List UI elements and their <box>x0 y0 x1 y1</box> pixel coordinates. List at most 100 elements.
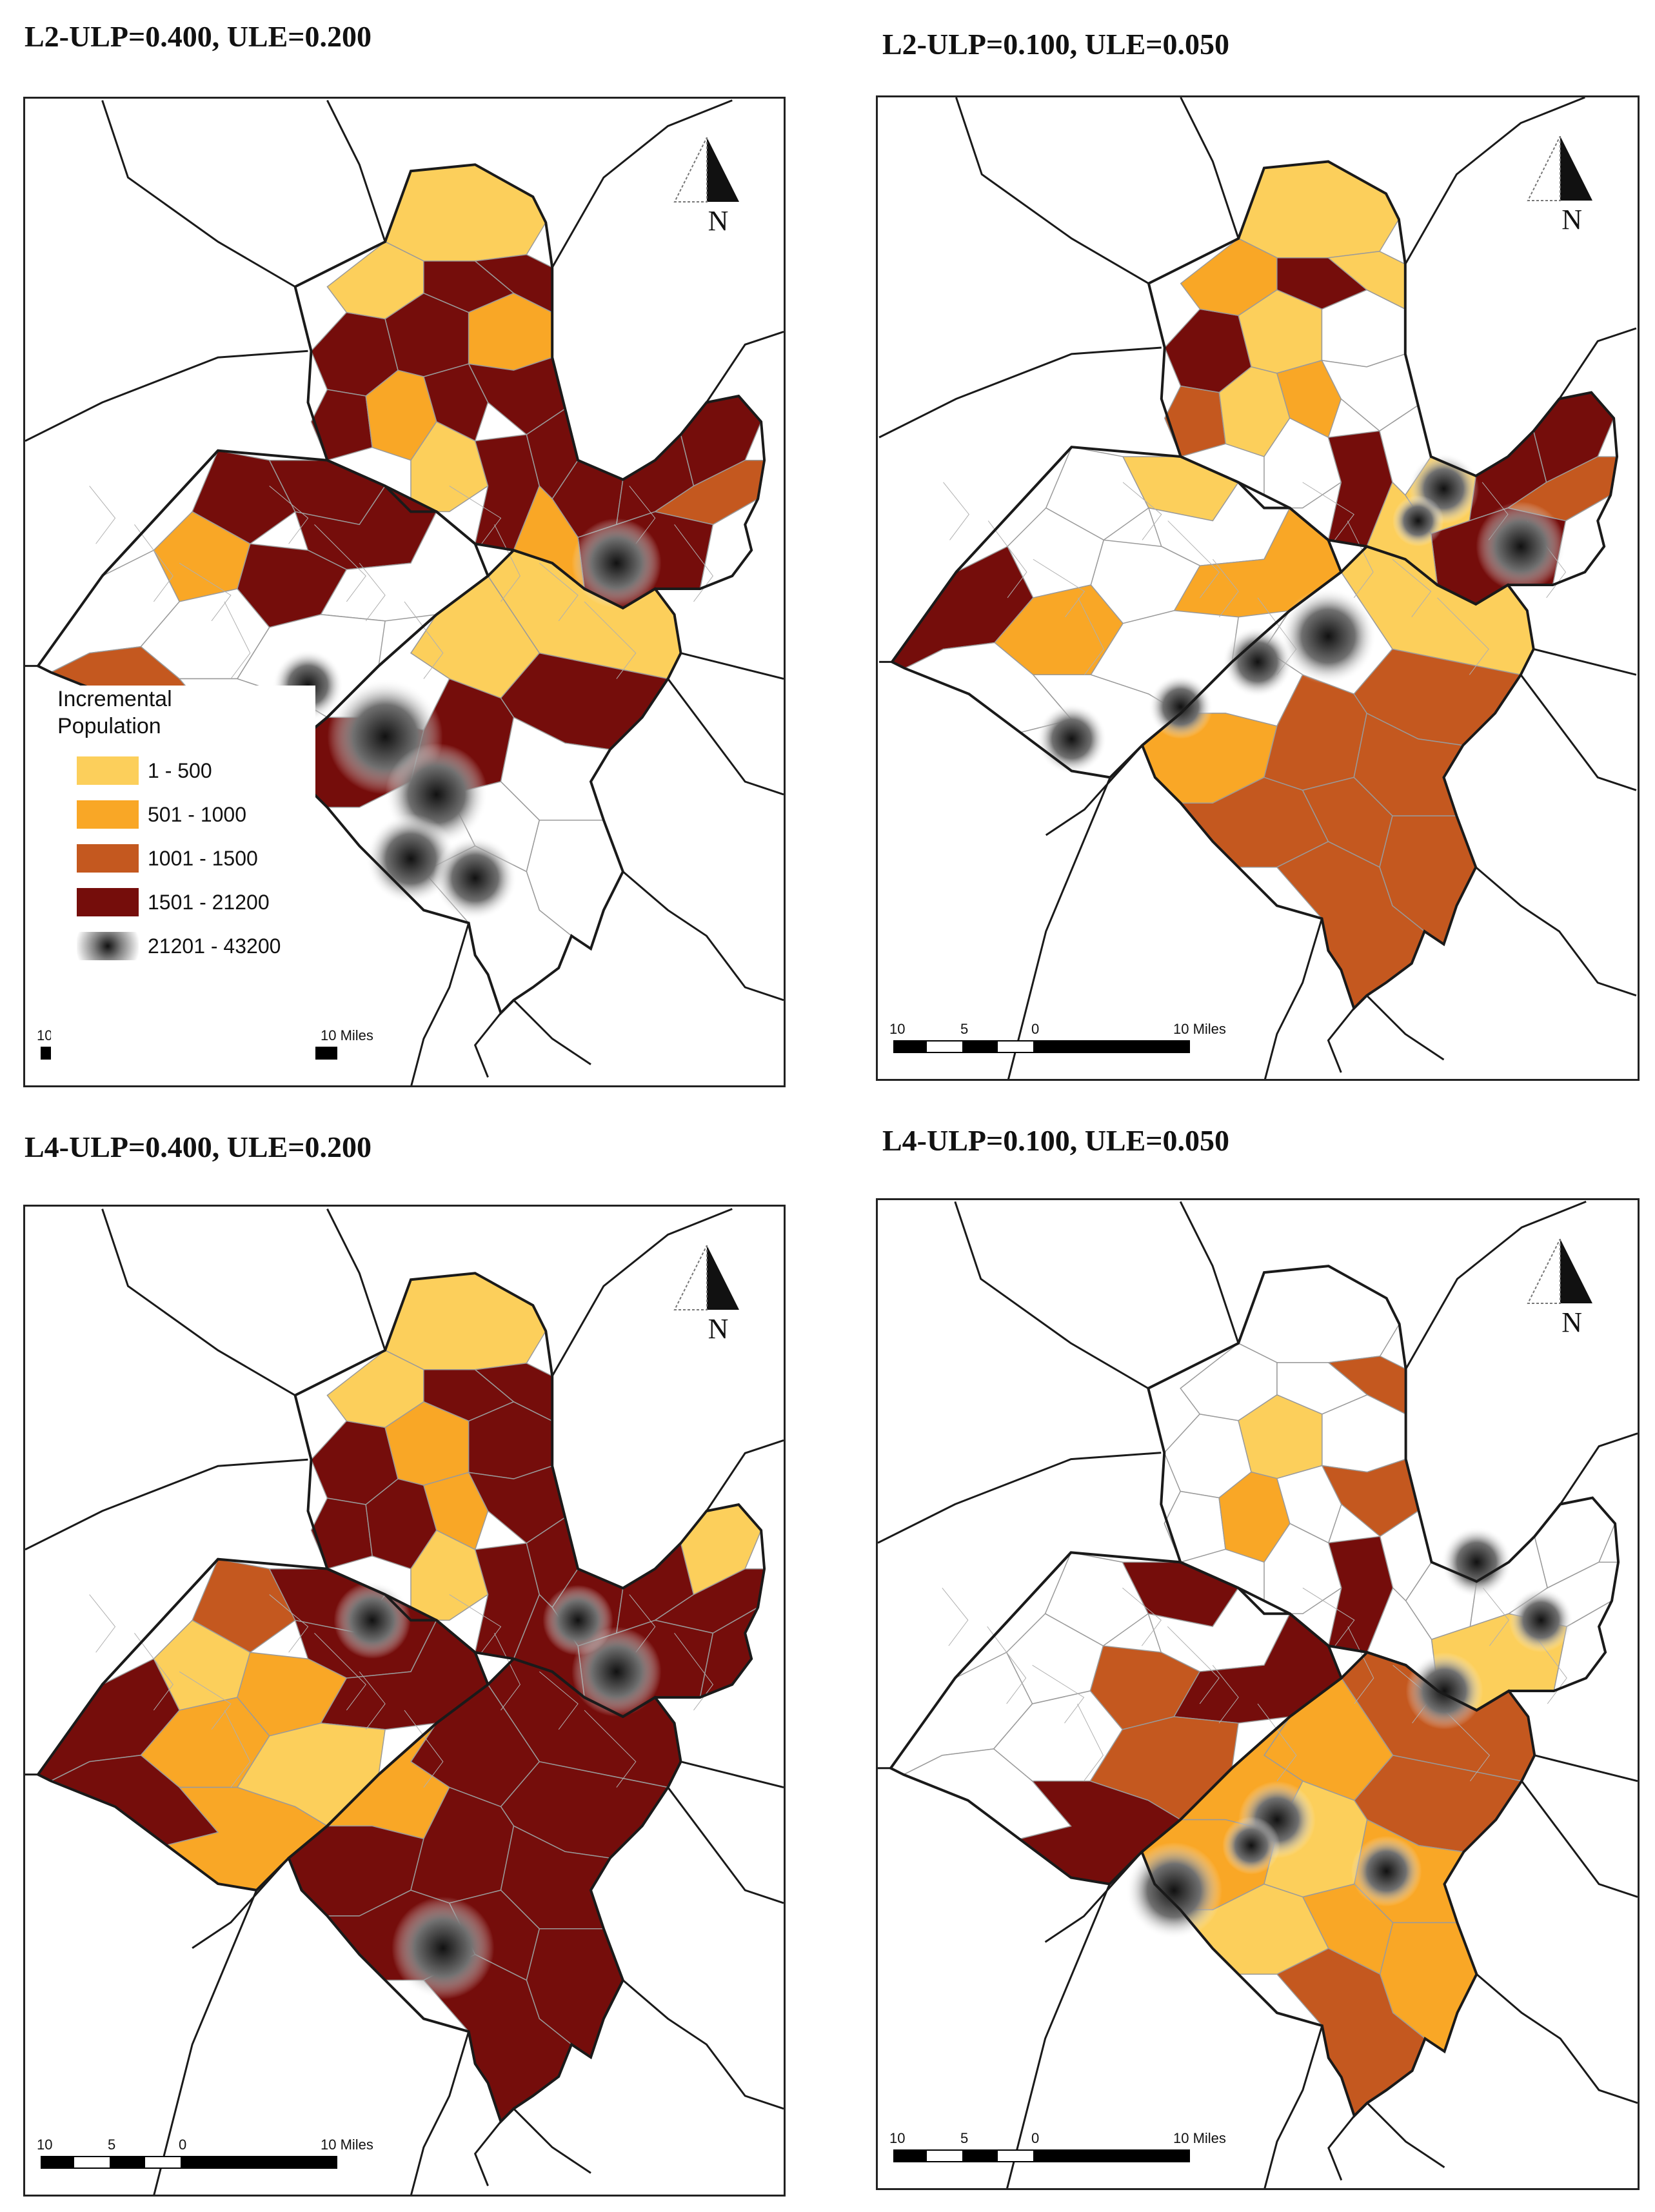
tract-n_i <box>422 1472 489 1550</box>
tract-line <box>1392 558 1432 618</box>
county-line <box>667 1786 784 1904</box>
tract-line <box>494 524 520 602</box>
county-line <box>551 1208 733 1377</box>
tract-line <box>134 524 173 602</box>
legend-title: Incremental Population <box>57 687 172 738</box>
south-county-boundary <box>287 548 682 1016</box>
county-line <box>1404 97 1585 265</box>
county-line <box>473 1012 502 1078</box>
county-line <box>680 652 784 680</box>
tract-line <box>1302 482 1354 540</box>
north-arrow-icon <box>673 1245 739 1310</box>
scale-tick-label: 10 Miles <box>1173 1021 1226 1037</box>
tract-line <box>494 1633 520 1711</box>
north-county-boundary <box>293 1272 766 1719</box>
scale-segment <box>962 2151 998 2161</box>
county-line <box>1264 2025 1323 2188</box>
scale-segment <box>181 2157 336 2168</box>
tract-line <box>1122 1587 1162 1646</box>
tract-line <box>1078 597 1104 675</box>
legend-label: 1 - 500 <box>148 759 212 782</box>
hotspot-blob <box>1148 675 1213 739</box>
panel-title-1: L2-ULP=0.400, ULE=0.200 <box>25 20 372 53</box>
county-line <box>622 1979 784 2110</box>
tract-line <box>1347 520 1374 598</box>
hotspot-blob <box>571 518 662 608</box>
county-line <box>1327 2115 1355 2181</box>
legend-label: 21201 - 43200 <box>148 934 281 958</box>
tract-n_e <box>1276 1362 1369 1415</box>
tract-line <box>224 1710 251 1788</box>
county-divider <box>955 446 1073 573</box>
legend-label: 501 - 1000 <box>148 803 247 826</box>
county-line <box>410 2031 470 2195</box>
tract-line <box>269 1594 309 1653</box>
county-line <box>667 678 784 796</box>
tract-line <box>539 562 579 622</box>
county-line <box>326 99 386 242</box>
tract-line <box>1437 597 1489 675</box>
county-line <box>551 99 733 268</box>
legend-item: 1501 - 21200 <box>77 888 322 920</box>
tract-line <box>359 562 386 622</box>
tract-line <box>942 1587 969 1646</box>
tract-line <box>1302 1587 1355 1646</box>
county-line <box>153 1890 258 2195</box>
tract-n_i <box>422 363 489 442</box>
county-line <box>878 1452 1162 1544</box>
hotspot-blob <box>366 813 456 904</box>
tract-line <box>1033 558 1085 618</box>
tract-line <box>1167 520 1220 598</box>
north-arrow: N <box>1521 1238 1599 1348</box>
county-line <box>1366 994 1445 1061</box>
legend-swatch <box>77 932 139 960</box>
region-boundaries <box>35 1272 766 2124</box>
county-line <box>25 1458 308 1551</box>
county-line <box>955 97 1149 284</box>
county-line <box>706 330 784 403</box>
county-line <box>1475 866 1637 997</box>
tract-line <box>987 520 1027 598</box>
legend-swatch <box>77 756 139 785</box>
county-line <box>1045 744 1144 836</box>
scale-tick-label: 0 <box>179 2137 187 2153</box>
tract-line <box>359 1671 386 1730</box>
county-line <box>954 1201 1149 1390</box>
tract-line <box>943 482 969 540</box>
tract-line <box>539 1671 579 1730</box>
north-arrow: N <box>668 1245 746 1355</box>
legend-swatch <box>77 800 139 829</box>
tract-line <box>179 1671 232 1730</box>
map-canvas <box>25 99 784 1085</box>
panel-title-2: L2-ULP=0.100, ULE=0.050 <box>882 28 1230 61</box>
county-line <box>101 1209 296 1396</box>
scale-segment <box>110 2157 145 2168</box>
scale-segment <box>962 1042 998 1052</box>
county-line <box>1558 327 1637 400</box>
tract-line <box>987 1626 1027 1704</box>
map-panel-2: N 10 5 0 10 Miles <box>876 95 1640 1081</box>
county-line <box>1534 1754 1638 1782</box>
tract-n_i <box>1276 1465 1342 1544</box>
north-county-boundary <box>293 163 766 610</box>
scale-segment <box>998 2151 1033 2161</box>
scale-segment <box>927 2151 962 2161</box>
tract-grid <box>89 486 713 679</box>
tract-n_e <box>423 1368 515 1422</box>
scale-bar-graphic <box>893 2149 1190 2162</box>
north-arrow: N <box>1521 135 1599 246</box>
county-line <box>1007 776 1111 1079</box>
north-arrow: N <box>668 137 746 247</box>
legend-item: 1 - 500 <box>77 756 322 789</box>
tract-n_g <box>1164 1490 1226 1563</box>
tract-line <box>314 524 366 602</box>
tract-n_e <box>1276 257 1368 310</box>
tract-line <box>314 1633 366 1711</box>
map-panel-4: N 10 5 0 10 Miles <box>876 1198 1640 2190</box>
scale-segment <box>42 2157 74 2168</box>
north-arrow-icon <box>1527 135 1593 201</box>
county-line <box>1179 1201 1240 1344</box>
legend-item: 21201 - 43200 <box>77 932 322 964</box>
tract-n_g <box>310 389 373 461</box>
